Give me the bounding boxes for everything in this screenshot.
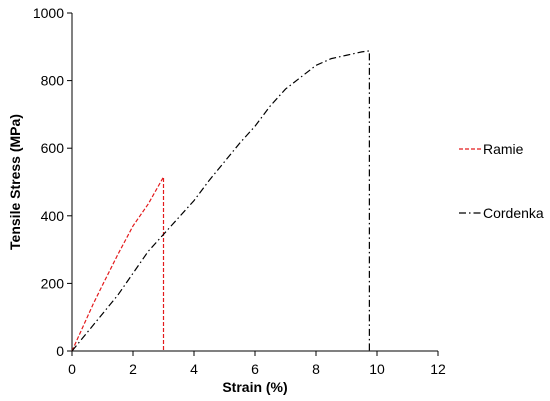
x-tick-label: 6 — [251, 361, 259, 377]
y-tick-label: 600 — [41, 140, 65, 156]
x-axis-title: Strain (%) — [222, 379, 287, 395]
x-tick-label: 2 — [129, 361, 137, 377]
x-tick-label: 8 — [312, 361, 320, 377]
x-tick-label: 4 — [190, 361, 198, 377]
x-tick-label: 10 — [369, 361, 385, 377]
series-line-ramie — [71, 174, 165, 352]
y-tick-label: 1000 — [33, 5, 64, 21]
series-line-cordenka — [71, 50, 370, 352]
legend-label: Ramie — [483, 141, 524, 157]
y-axis-title: Tensile Stress (MPa) — [7, 114, 23, 250]
x-tick-label: 12 — [430, 361, 446, 377]
axes — [71, 13, 438, 352]
y-tick-label: 0 — [56, 343, 64, 359]
ticks: 0 2 4 6 8 10 12 0 200 400 600 800 1000 — [33, 5, 446, 377]
x-tick-label: 0 — [68, 361, 76, 377]
y-tick-label: 200 — [41, 275, 65, 291]
series — [71, 50, 370, 352]
legend-label: Cordenka — [483, 205, 544, 221]
y-tick-label: 800 — [41, 73, 65, 89]
legend: Ramie Cordenka — [459, 141, 544, 221]
y-tick-label: 400 — [41, 208, 65, 224]
